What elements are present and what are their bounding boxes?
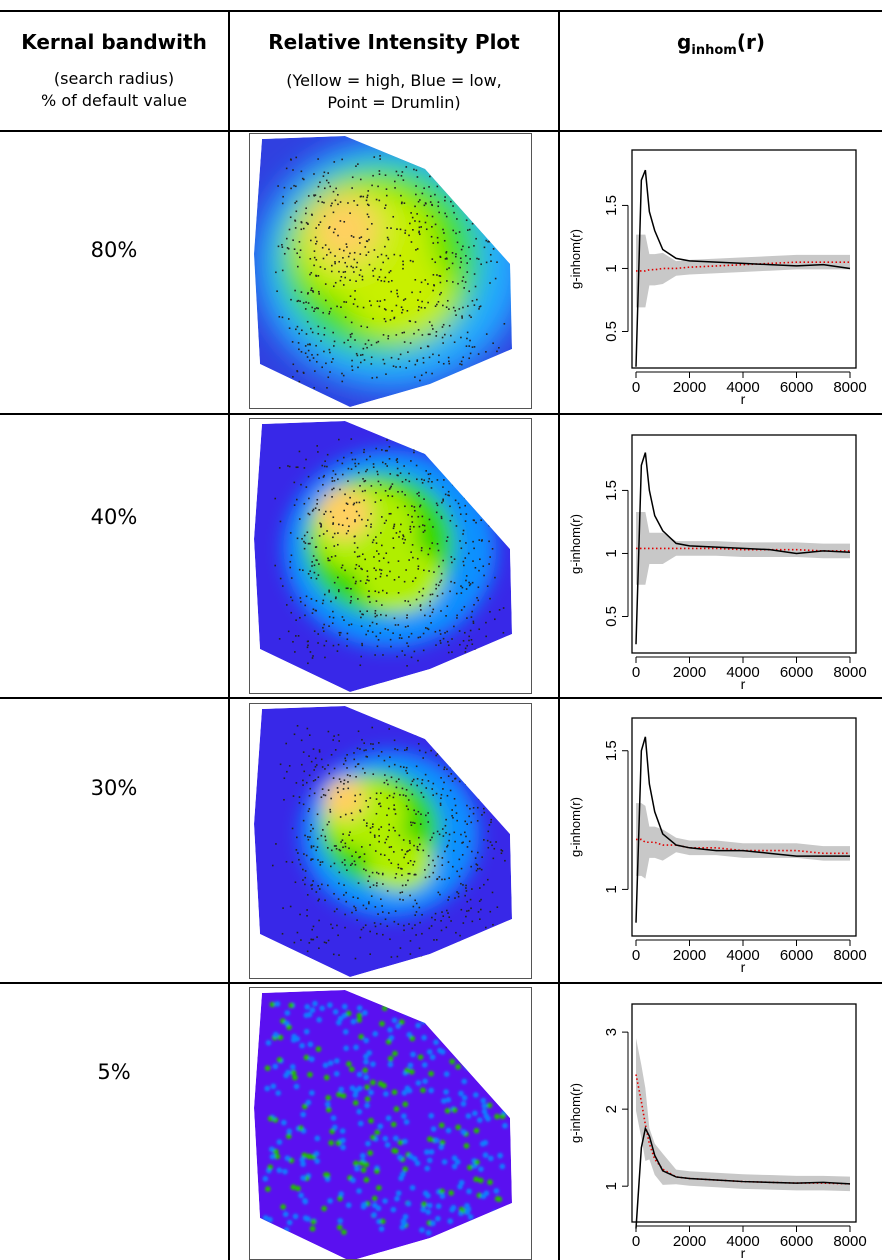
y-tick-label: 1 — [603, 1182, 620, 1190]
x-tick-label: 4000 — [726, 947, 759, 964]
intensity-map-40 — [249, 418, 532, 694]
ginhom-plot-40: 0 2000 4000 6000 8000 r 0.5 1 1.5 g-inhom(r) — [566, 425, 867, 695]
x-tick-label: 8000 — [833, 1233, 866, 1250]
y-tick-label: 3 — [603, 1028, 620, 1036]
x-tick-label: 0 — [632, 1233, 640, 1250]
x-tick-label: 6000 — [780, 379, 813, 396]
plot-frame — [631, 149, 857, 369]
ginhom-g: g — [677, 30, 692, 54]
row-border — [0, 982, 882, 984]
ginhom-r: (r) — [736, 30, 765, 54]
x-tick-label: 8000 — [833, 664, 866, 681]
plot-frame — [631, 717, 857, 937]
intensity-map-30 — [249, 703, 532, 979]
plot-frame — [631, 434, 857, 654]
y-tick-label: 1.5 — [603, 195, 620, 216]
header-intensity-sub1: (Yellow = high, Blue = low, — [286, 71, 502, 90]
header-ginhom-title: ginhom(r) — [560, 30, 882, 58]
x-tick-label: 6000 — [780, 664, 813, 681]
intensity-map-80 — [249, 133, 532, 409]
x-tick-label: 4000 — [726, 379, 759, 396]
bandwidth-30: 30% — [90, 776, 138, 800]
y-tick-label: 1.5 — [603, 480, 620, 501]
header-bandwidth-title: Kernal bandwith — [21, 30, 207, 54]
x-tick-label: 2000 — [673, 1233, 706, 1250]
y-tick-label: 0.5 — [603, 321, 620, 342]
theoretical-line — [636, 261, 850, 272]
simulation-envelope — [636, 803, 850, 879]
simulation-envelope — [636, 1038, 850, 1192]
x-tick-label: 6000 — [780, 947, 813, 964]
y-tick-label: 0.5 — [603, 606, 620, 627]
ginhom-plot-30: 0 2000 4000 6000 8000 r 1 1.5 g-inhom(r) — [566, 708, 867, 978]
ginhom-sub: inhom — [691, 43, 737, 58]
header-bandwidth-sub2: % of default value — [41, 91, 187, 110]
column-border — [228, 10, 230, 1260]
y-tick-label: 1 — [603, 264, 620, 272]
ginhom-plot-5: 0 2000 4000 6000 8000 r 1 2 3 g-inhom(r) — [566, 994, 867, 1260]
x-axis-label: r — [741, 1245, 746, 1260]
observed-line — [635, 169, 851, 367]
x-tick-label: 4000 — [726, 664, 759, 681]
y-axis-label: g-inhom(r) — [568, 514, 583, 574]
y-axis-label: g-inhom(r) — [568, 797, 583, 857]
intensity-surface — [254, 706, 512, 977]
x-tick-label: 2000 — [673, 664, 706, 681]
x-tick-label: 4000 — [726, 1233, 759, 1250]
bandwidth-5: 5% — [97, 1060, 131, 1084]
y-tick-label: 1.5 — [603, 740, 620, 761]
intensity-surface — [254, 136, 512, 407]
x-axis-label: r — [741, 959, 746, 975]
observed-line — [635, 1126, 851, 1229]
intensity-surface — [254, 990, 512, 1259]
row-border — [0, 413, 882, 415]
x-axis-label: r — [741, 391, 746, 407]
table-top-border — [0, 10, 882, 12]
x-tick-label: 2000 — [673, 947, 706, 964]
x-tick-label: 2000 — [673, 379, 706, 396]
x-axis-label: r — [741, 676, 746, 692]
x-tick-label: 8000 — [833, 947, 866, 964]
observed-line — [635, 452, 851, 645]
ginhom-plot-80: 0 2000 4000 6000 8000 r 0.5 1 1.5 g-inhom(r) — [566, 140, 867, 410]
bandwidth-40: 40% — [90, 505, 138, 529]
x-tick-label: 0 — [632, 379, 640, 396]
x-tick-label: 8000 — [833, 379, 866, 396]
header-bottom-border — [0, 130, 882, 132]
observed-line — [635, 736, 850, 923]
theoretical-line — [636, 547, 850, 552]
x-tick-label: 0 — [632, 947, 640, 964]
y-tick-label: 1 — [603, 885, 620, 893]
intensity-surface — [254, 421, 512, 692]
plot-frame — [631, 1003, 857, 1223]
y-axis-label: g-inhom(r) — [568, 229, 583, 289]
x-tick-label: 0 — [632, 664, 640, 681]
y-axis-label: g-inhom(r) — [568, 1083, 583, 1143]
header-intensity-sub2: Point = Drumlin) — [327, 93, 461, 112]
header-bandwidth-sub1: (search radius) — [53, 69, 175, 88]
y-tick-label: 1 — [603, 549, 620, 557]
y-tick-label: 2 — [603, 1105, 620, 1113]
header-intensity-title: Relative Intensity Plot — [268, 30, 520, 54]
row-border — [0, 697, 882, 699]
intensity-map-5 — [249, 987, 532, 1260]
bandwidth-80: 80% — [90, 238, 138, 262]
column-border — [558, 10, 560, 1260]
x-tick-label: 6000 — [780, 1233, 813, 1250]
simulation-envelope — [636, 234, 850, 308]
